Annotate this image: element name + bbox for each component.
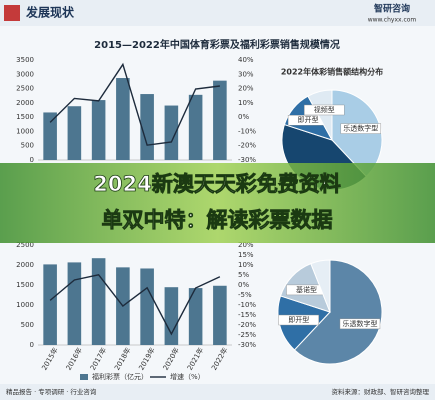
- bar: [188, 288, 203, 345]
- pie-label: 乐透数字型: [343, 124, 378, 133]
- pie-slice: [310, 259, 331, 313]
- pie-label: 基诺型: [296, 285, 317, 294]
- bar: [213, 285, 227, 345]
- bar: [116, 78, 130, 160]
- y-tick-label: 1500: [16, 113, 34, 121]
- footer-bar: [0, 384, 435, 400]
- bar: [140, 94, 154, 160]
- y2-tick-label: 10%: [238, 261, 254, 269]
- bar: [43, 112, 57, 160]
- y2-tick-label: 5%: [238, 271, 249, 279]
- y-tick-label: 1000: [16, 127, 34, 135]
- y-tick-label: 2500: [16, 85, 34, 93]
- legend-label: 福利彩票（亿元）: [92, 372, 148, 381]
- y-tick-label: 2500: [16, 241, 34, 249]
- y-tick-label: 3500: [16, 56, 34, 64]
- y-tick-label: 500: [21, 321, 34, 329]
- bar: [67, 106, 82, 160]
- y2-tick-label: 40%: [238, 56, 254, 64]
- pie-label: 视频型: [314, 105, 335, 114]
- pie-label-box: [340, 123, 382, 134]
- y-tick-label: 500: [21, 142, 34, 150]
- y2-tick-label: 10%: [238, 99, 254, 107]
- main-title: 2015—2022年中国体育彩票及福利彩票销售规模情况: [94, 38, 340, 51]
- brand: 智研咨询: [374, 3, 410, 15]
- footer-right: 资料来源：财政部、智研咨询整理: [332, 387, 430, 396]
- bar: [43, 264, 57, 345]
- y2-tick-label: -10%: [238, 301, 256, 309]
- y-tick-label: 0: [30, 341, 34, 349]
- pie-label: 乐透数字型: [342, 319, 377, 328]
- y2-tick-label: -15%: [238, 311, 256, 319]
- y2-tick-label: 0%: [238, 113, 249, 121]
- header-title: 发展现状: [25, 5, 75, 20]
- y2-tick-label: -5%: [238, 291, 252, 299]
- y2-tick-label: -30%: [238, 341, 256, 349]
- banner-line: 单双中特：解读彩票数据: [102, 208, 333, 232]
- bar: [164, 287, 179, 345]
- pie-label-box: [339, 318, 381, 330]
- y-tick-label: 0: [30, 156, 34, 164]
- logo: [4, 5, 20, 21]
- growth-line: [49, 62, 220, 146]
- y-tick-label: 2000: [16, 261, 34, 269]
- pie-title: 2022年体彩销售额结构分布: [281, 67, 383, 77]
- y2-tick-label: 20%: [238, 241, 254, 249]
- bar: [164, 105, 179, 160]
- charts: 0 500 1000 1500 2000 2500 3000 3500 40% 30% 20% 10%…: [16, 56, 383, 381]
- y2-tick-label: 0%: [238, 281, 249, 289]
- bar: [91, 100, 106, 160]
- bar: [67, 262, 82, 345]
- y2-tick-label: 20%: [238, 85, 254, 93]
- y2-tick-label: 30%: [238, 70, 254, 78]
- footer-left: 精品报告 · 专项调研 · 行业咨询: [6, 387, 97, 396]
- bar: [213, 80, 227, 160]
- pie-label-box: [278, 314, 319, 326]
- y-tick-label: 2000: [16, 99, 34, 107]
- y2-tick-label: -20%: [238, 142, 256, 150]
- y2-tick-label: -30%: [238, 156, 256, 164]
- y2-tick-label: 15%: [238, 251, 254, 259]
- y2-tick-label: -10%: [238, 127, 256, 135]
- pie-label: 即开型: [298, 115, 319, 124]
- y2-tick-label: -20%: [238, 321, 256, 329]
- banner-line: 2024新澳天天彩免费资料: [93, 172, 340, 196]
- bar: [140, 268, 154, 345]
- y-tick-label: 1000: [16, 301, 34, 309]
- brand-url: www.chyxx.com: [368, 17, 417, 24]
- pie-label-box: [304, 104, 345, 116]
- legend-label: 增速（%）: [170, 372, 205, 381]
- pie-slice: [293, 259, 383, 365]
- pie-label: 即开型: [288, 315, 309, 324]
- header-bar: [0, 0, 435, 26]
- bar: [91, 258, 106, 345]
- legend-swatch: [80, 374, 88, 380]
- bar: [188, 94, 203, 160]
- y-tick-label: 1500: [16, 281, 34, 289]
- growth-line: [49, 274, 221, 336]
- y-tick-label: 3000: [16, 70, 34, 78]
- y2-tick-label: -25%: [238, 331, 256, 339]
- banner: [0, 163, 435, 243]
